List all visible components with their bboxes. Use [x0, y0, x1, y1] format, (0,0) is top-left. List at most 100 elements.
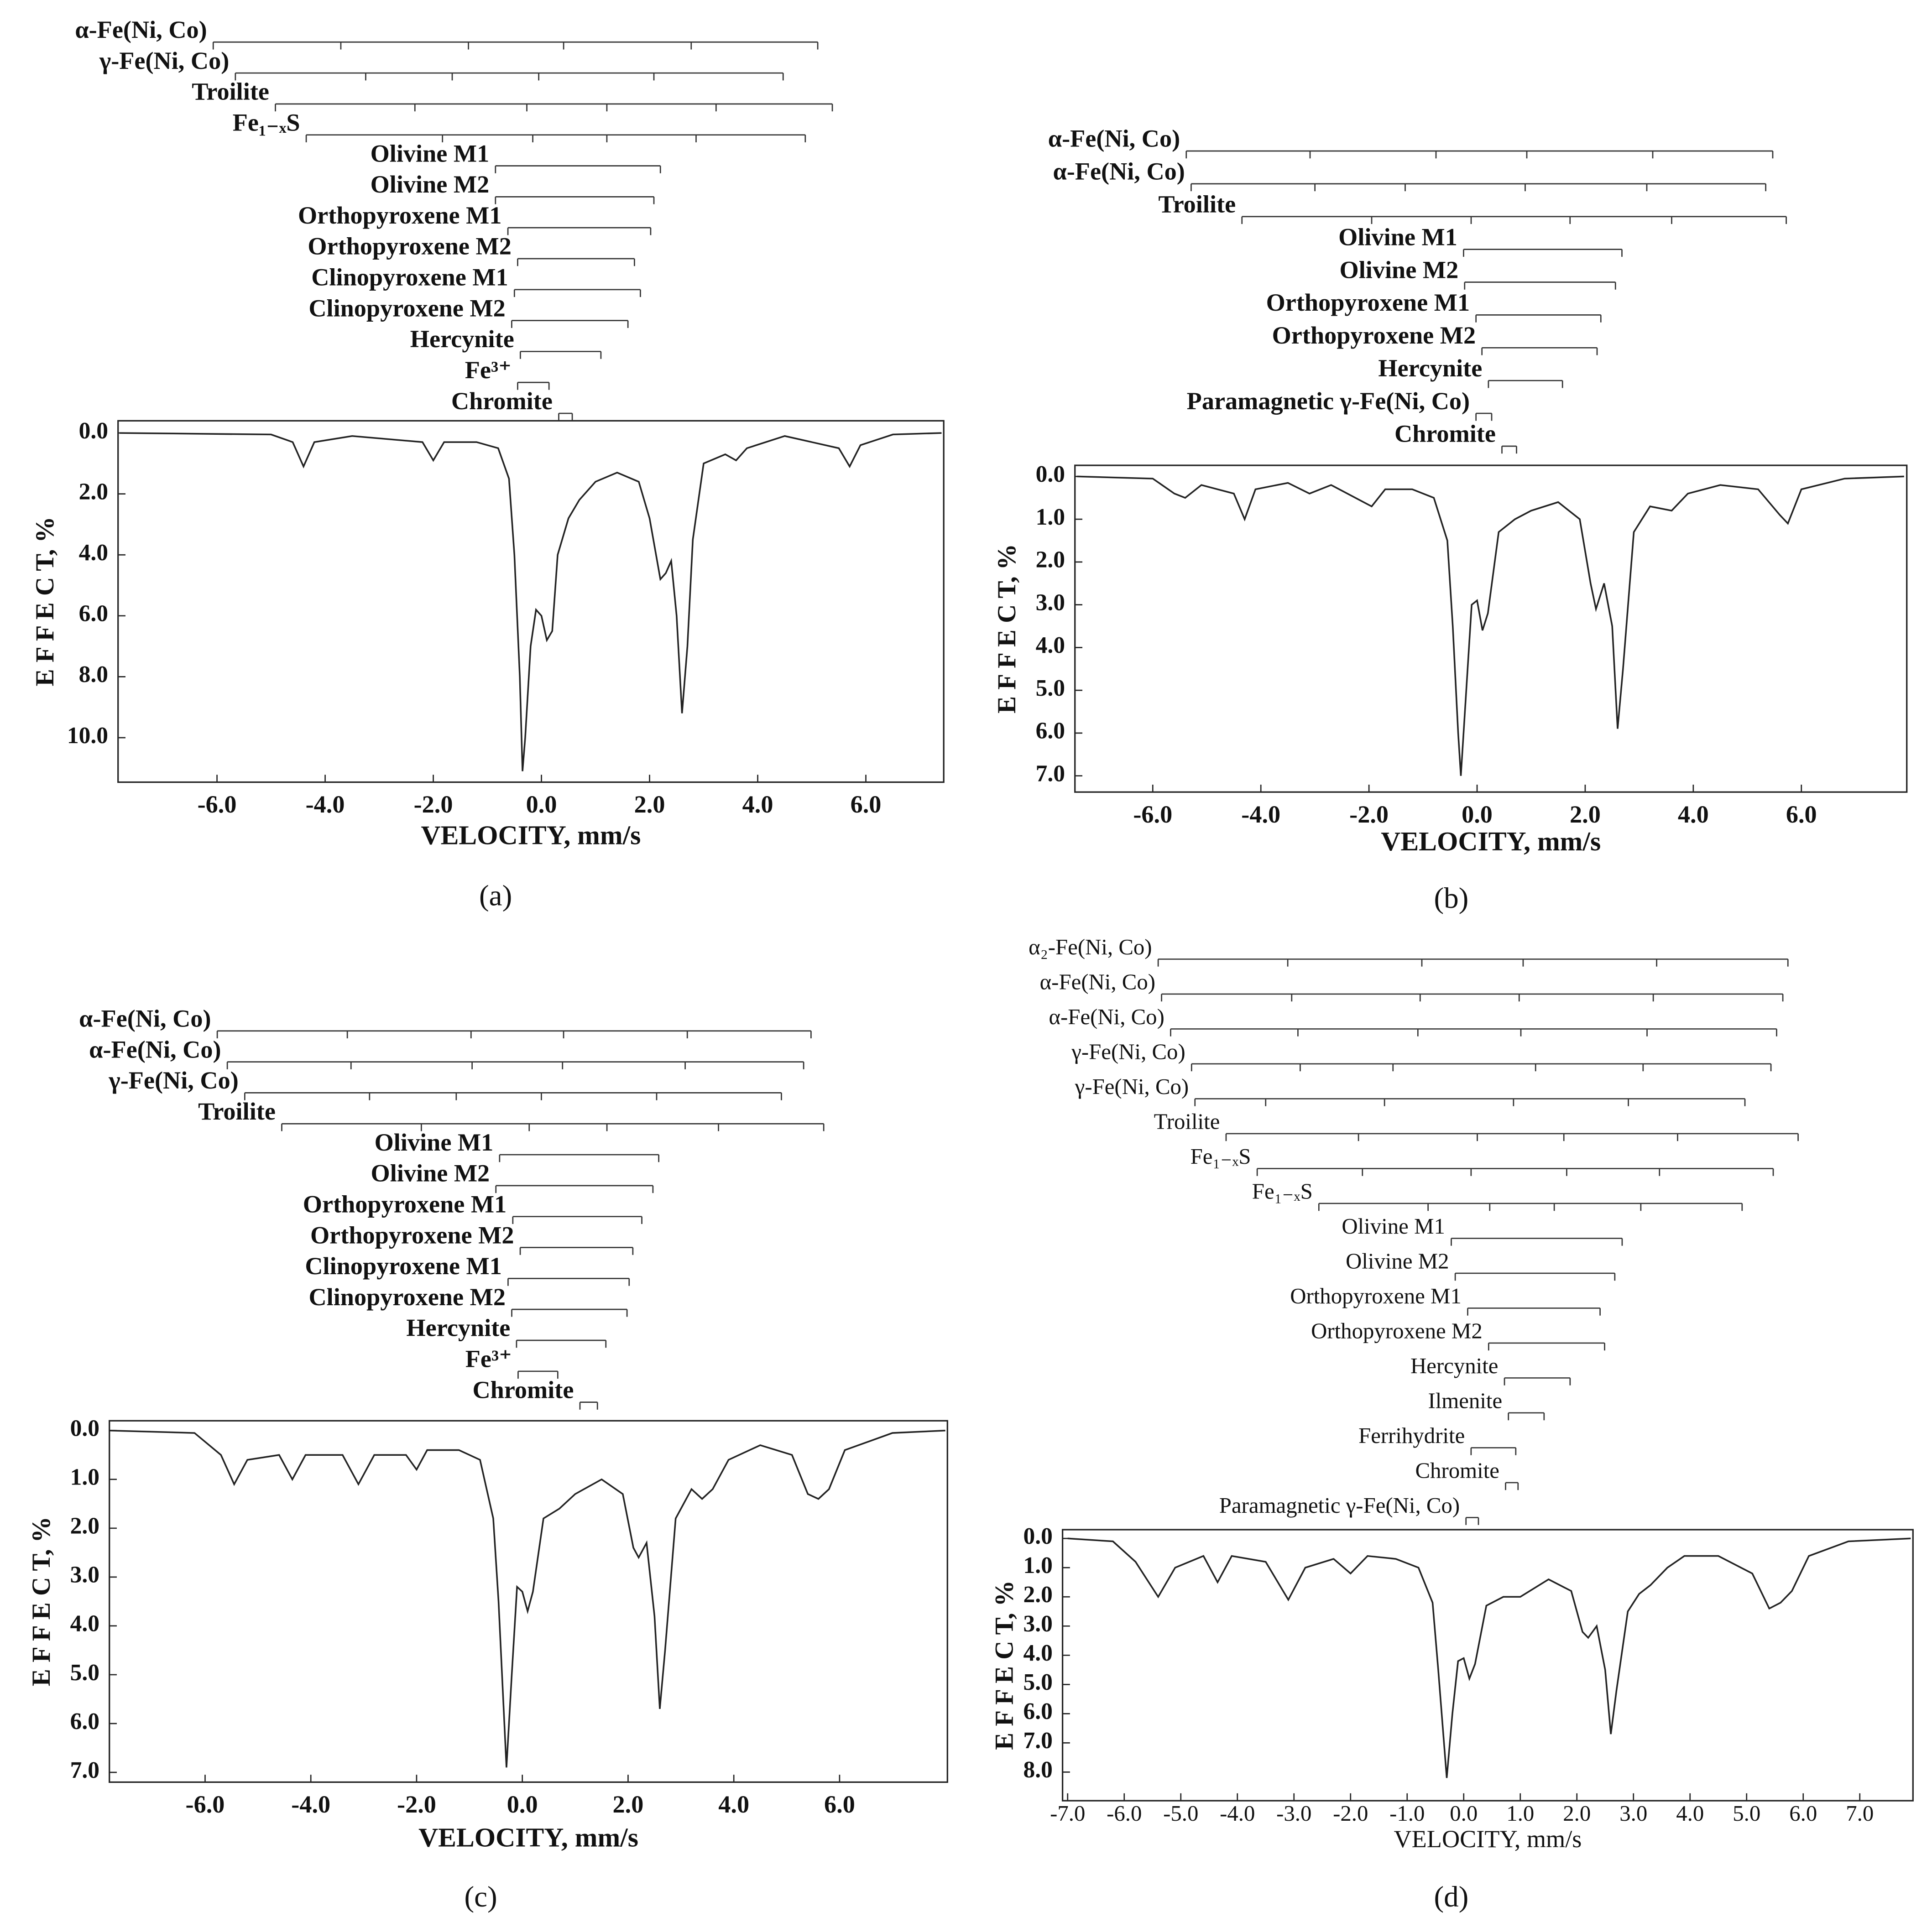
component-label: Orthopyroxene M2: [308, 233, 512, 260]
component-label: Chromite: [451, 387, 553, 415]
y-tick-label: 0.0: [79, 418, 108, 444]
y-axis-label: E F F E C T, %: [31, 517, 59, 687]
y-tick-label: 2.0: [1036, 547, 1065, 573]
y-tick-label: 1.0: [1036, 504, 1065, 530]
x-tick-label: 4.0: [718, 1791, 749, 1818]
component-label: α-Fe(Ni, Co): [75, 16, 207, 43]
y-axis-label: E F F E C T, %: [990, 1580, 1019, 1750]
x-tick-label: 2.0: [1570, 801, 1601, 828]
y-tick-label: 10.0: [67, 723, 108, 749]
x-tick-label: -4.0: [291, 1791, 330, 1818]
x-tick-label: 1.0: [1506, 1801, 1534, 1826]
x-tick-label: 6.0: [824, 1791, 855, 1818]
spectrum-line: [1067, 1537, 1911, 1778]
spectrum-line: [110, 1429, 945, 1768]
component-label: α-Fe(Ni, Co): [1048, 125, 1180, 152]
x-tick-label: -6.0: [198, 791, 237, 818]
component-label: Troilite: [192, 78, 269, 105]
y-tick-label: 7.0: [1036, 760, 1065, 787]
y-tick-label: 2.0: [1023, 1582, 1052, 1608]
component-label: γ-Fe(Ni, Co): [1071, 1039, 1185, 1064]
component-label: Troilite: [198, 1098, 276, 1125]
y-tick-label: 2.0: [70, 1513, 99, 1539]
component-label: Clinopyroxene M1: [311, 264, 508, 291]
y-tick-label: 6.0: [70, 1708, 99, 1734]
component-label: Orthopyroxene M1: [298, 202, 502, 229]
component-label: Ilmenite: [1428, 1388, 1502, 1413]
component-label: Olivine M2: [371, 171, 490, 198]
component-label: Paramagnetic γ-Fe(Ni, Co): [1187, 387, 1470, 415]
component-label: Olivine M2: [371, 1160, 490, 1187]
y-tick-label: 8.0: [79, 662, 108, 688]
y-tick-label: 6.0: [79, 601, 108, 627]
y-tick-label: 6.0: [1023, 1698, 1052, 1724]
x-tick-label: -6.0: [186, 1791, 225, 1818]
y-tick-label: 5.0: [1036, 675, 1065, 701]
component-label: Fe₁₋ₓS: [1191, 1144, 1251, 1169]
x-tick-label: 0.0: [1462, 801, 1493, 828]
x-tick-label: 6.0: [851, 791, 882, 818]
component-label: α-Fe(Ni, Co): [1040, 969, 1155, 994]
x-tick-label: -2.0: [397, 1791, 436, 1818]
y-tick-label: 4.0: [70, 1611, 99, 1637]
component-label: Hercynite: [406, 1314, 510, 1342]
component-label: Paramagnetic γ-Fe(Ni, Co): [1219, 1493, 1460, 1518]
component-label: α-Fe(Ni, Co): [1049, 1004, 1164, 1029]
component-label: α₂-Fe(Ni, Co): [1029, 934, 1152, 959]
component-label: Troilite: [1154, 1109, 1220, 1134]
x-tick-label: 4.0: [1678, 801, 1709, 828]
panel-caption: (b): [1434, 882, 1468, 915]
y-tick-label: 5.0: [1023, 1669, 1052, 1695]
component-label: γ-Fe(Ni, Co): [99, 47, 229, 74]
component-label: Clinopyroxene M1: [305, 1252, 501, 1280]
x-tick-label: -1.0: [1389, 1801, 1425, 1826]
component-label: Orthopyroxene M2: [310, 1221, 514, 1249]
x-tick-label: 0.0: [507, 1791, 538, 1818]
panel-caption: (d): [1434, 1880, 1468, 1913]
component-label: Fe₁₋ₓS: [233, 109, 300, 136]
component-label: Orthopyroxene M1: [1290, 1283, 1462, 1308]
x-axis-label: VELOCITY, mm/s: [418, 1823, 638, 1853]
component-label: Fe³⁺: [465, 1345, 512, 1373]
component-label: Olivine M1: [1342, 1214, 1445, 1239]
component-label: Hercynite: [410, 325, 514, 353]
x-tick-label: 2.0: [634, 791, 665, 818]
y-tick-label: 0.0: [1036, 461, 1065, 487]
component-label: Fe³⁺: [465, 356, 512, 384]
plot-frame: [1061, 1529, 1914, 1802]
spectrum-line: [1077, 475, 1904, 776]
component-label: Troilite: [1158, 190, 1236, 218]
x-tick-label: -4.0: [1220, 1801, 1255, 1826]
y-tick-label: 7.0: [1023, 1728, 1052, 1754]
component-label: α-Fe(Ni, Co): [89, 1036, 221, 1063]
x-tick-label: -5.0: [1163, 1801, 1198, 1826]
component-label: Chromite: [1415, 1458, 1499, 1483]
component-label: Olivine M1: [371, 140, 490, 167]
component-label: Orthopyroxene M1: [303, 1190, 507, 1218]
component-label: Clinopyroxene M2: [308, 294, 505, 322]
component-label: Clinopyroxene M2: [308, 1283, 505, 1311]
y-tick-label: 8.0: [1023, 1757, 1052, 1783]
x-tick-label: 7.0: [1846, 1801, 1874, 1826]
plot-frame: [109, 1420, 948, 1783]
x-tick-label: 6.0: [1786, 801, 1817, 828]
panel-caption: (c): [464, 1880, 497, 1913]
x-tick-label: -2.0: [414, 791, 453, 818]
y-tick-label: 1.0: [1023, 1552, 1052, 1578]
x-tick-label: 0.0: [526, 791, 557, 818]
component-label: Ferrihydrite: [1358, 1423, 1465, 1448]
plot-frame: [1074, 464, 1908, 793]
y-tick-label: 3.0: [1036, 589, 1065, 615]
component-label: Fe₁₋ₓS: [1252, 1178, 1313, 1203]
component-label: Orthopyroxene M1: [1266, 289, 1470, 316]
y-tick-label: 0.0: [70, 1416, 99, 1442]
y-tick-label: 3.0: [1023, 1611, 1052, 1637]
x-tick-label: 5.0: [1733, 1801, 1760, 1826]
y-tick-label: 4.0: [79, 540, 108, 566]
component-label: Hercynite: [1378, 354, 1482, 382]
component-label: Olivine M1: [375, 1129, 494, 1156]
y-tick-label: 7.0: [70, 1757, 99, 1783]
component-label: Hercynite: [1410, 1353, 1499, 1378]
